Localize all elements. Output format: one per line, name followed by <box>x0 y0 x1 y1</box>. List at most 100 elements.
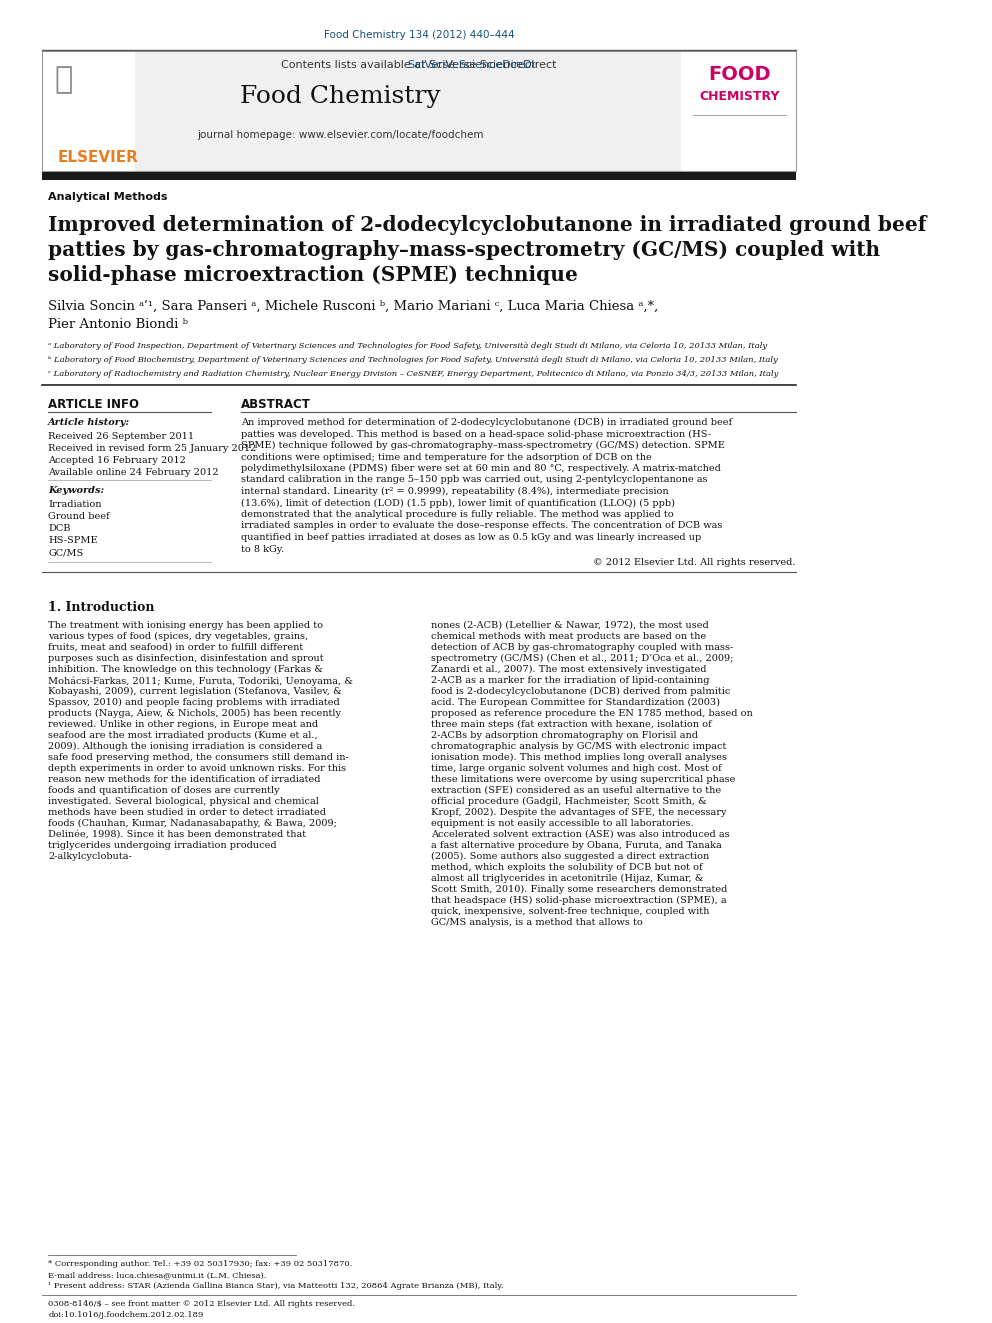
Text: SciVerse ScienceDirect: SciVerse ScienceDirect <box>303 60 536 70</box>
Bar <box>682 52 796 171</box>
Bar <box>682 52 796 171</box>
Text: three main steps (fat extraction with hexane, isolation of: three main steps (fat extraction with he… <box>431 720 711 729</box>
Text: * Corresponding author. Tel.: +39 02 50317930; fax: +39 02 50317870.: * Corresponding author. Tel.: +39 02 503… <box>49 1259 352 1267</box>
Text: patties by gas-chromatography–mass-spectrometry (GC/MS) coupled with: patties by gas-chromatography–mass-spect… <box>49 239 880 261</box>
Text: polydimethylsiloxane (PDMS) fiber were set at 60 min and 80 °C, respectively. A : polydimethylsiloxane (PDMS) fiber were s… <box>241 464 721 474</box>
Text: quantified in beef patties irradiated at doses as low as 0.5 kGy and was linearl: quantified in beef patties irradiated at… <box>241 533 701 542</box>
Text: standard calibration in the range 5–150 ppb was carried out, using 2-pentylcyclo: standard calibration in the range 5–150 … <box>241 475 707 484</box>
Text: Irradiation: Irradiation <box>49 500 101 509</box>
Text: Kobayashi, 2009), current legislation (Stefanova, Vasilev, &: Kobayashi, 2009), current legislation (S… <box>49 687 342 696</box>
Text: irradiated samples in order to evaluate the dose–response effects. The concentra: irradiated samples in order to evaluate … <box>241 521 722 531</box>
Text: Contents lists available at SciVerse ScienceDirect: Contents lists available at SciVerse Sci… <box>282 60 557 70</box>
Text: triglycerides undergoing irradiation produced: triglycerides undergoing irradiation pro… <box>49 841 277 849</box>
Text: ARTICLE INFO: ARTICLE INFO <box>49 398 139 411</box>
Text: investigated. Several biological, physical and chemical: investigated. Several biological, physic… <box>49 796 319 806</box>
Text: methods have been studied in order to detect irradiated: methods have been studied in order to de… <box>49 808 326 818</box>
Text: An improved method for determination of 2-dodecylcyclobutanone (DCB) in irradiat: An improved method for determination of … <box>241 418 732 427</box>
Text: a fast alternative procedure by Obana, Furuta, and Tanaka: a fast alternative procedure by Obana, F… <box>431 841 722 849</box>
Text: patties was developed. This method is based on a head-space solid-phase microext: patties was developed. This method is ba… <box>241 430 711 439</box>
Text: quick, inexpensive, solvent-free technique, coupled with: quick, inexpensive, solvent-free techniq… <box>431 908 709 916</box>
Text: Received in revised form 25 January 2012: Received in revised form 25 January 2012 <box>49 445 257 452</box>
Text: 2-ACB as a marker for the irradiation of lipid-containing: 2-ACB as a marker for the irradiation of… <box>431 676 709 685</box>
Text: Silvia Soncin ᵃʹ¹, Sara Panseri ᵃ, Michele Rusconi ᵇ, Mario Mariani ᶜ, Luca Mari: Silvia Soncin ᵃʹ¹, Sara Panseri ᵃ, Miche… <box>49 300 659 314</box>
Text: official procedure (Gadgil, Hachmeister, Scott Smith, &: official procedure (Gadgil, Hachmeister,… <box>431 796 706 806</box>
Text: inhibition. The knowledge on this technology (Farkas &: inhibition. The knowledge on this techno… <box>49 665 323 675</box>
Text: chromatographic analysis by GC/MS with electronic impact: chromatographic analysis by GC/MS with e… <box>431 742 726 751</box>
Text: foods (Chauhan, Kumar, Nadanasabapathy, & Bawa, 2009;: foods (Chauhan, Kumar, Nadanasabapathy, … <box>49 819 337 828</box>
Text: Analytical Methods: Analytical Methods <box>49 192 168 202</box>
Text: safe food preserving method, the consumers still demand in-: safe food preserving method, the consume… <box>49 753 349 762</box>
Bar <box>43 52 796 171</box>
Text: © 2012 Elsevier Ltd. All rights reserved.: © 2012 Elsevier Ltd. All rights reserved… <box>593 558 796 568</box>
Text: nones (2-ACB) (Letellier & Nawar, 1972), the most used: nones (2-ACB) (Letellier & Nawar, 1972),… <box>431 620 708 630</box>
Text: CHEMISTRY: CHEMISTRY <box>699 90 780 103</box>
Text: Scott Smith, 2010). Finally some researchers demonstrated: Scott Smith, 2010). Finally some researc… <box>431 885 727 894</box>
Text: HS-SPME: HS-SPME <box>49 536 98 545</box>
Text: demonstrated that the analytical procedure is fully reliable. The method was app: demonstrated that the analytical procedu… <box>241 509 674 519</box>
Text: spectrometry (GC/MS) (Chen et al., 2011; D’Oca et al., 2009;: spectrometry (GC/MS) (Chen et al., 2011;… <box>431 654 733 663</box>
Text: Mohácsi-Farkas, 2011; Kume, Furuta, Todoriki, Uenoyama, &: Mohácsi-Farkas, 2011; Kume, Furuta, Todo… <box>49 676 353 685</box>
Text: ᵃ Laboratory of Food Inspection, Department of Veterinary Sciences and Technolog: ᵃ Laboratory of Food Inspection, Departm… <box>49 343 767 351</box>
Text: E-mail address: luca.chiesa@unimi.it (L.M. Chiesa).: E-mail address: luca.chiesa@unimi.it (L.… <box>49 1271 267 1279</box>
Text: foods and quantification of doses are currently: foods and quantification of doses are cu… <box>49 786 280 795</box>
Text: GC/MS analysis, is a method that allows to: GC/MS analysis, is a method that allows … <box>431 918 643 927</box>
Text: 2-ACBs by adsorption chromatography on Florisil and: 2-ACBs by adsorption chromatography on F… <box>431 732 698 740</box>
Text: (13.6%), limit of detection (LOD) (1.5 ppb), lower limit of quantification (LLOQ: (13.6%), limit of detection (LOD) (1.5 p… <box>241 499 675 508</box>
Text: Spassov, 2010) and people facing problems with irradiated: Spassov, 2010) and people facing problem… <box>49 699 340 706</box>
Text: various types of food (spices, dry vegetables, grains,: various types of food (spices, dry veget… <box>49 632 309 642</box>
Text: Zanardi et al., 2007). The most extensively investigated: Zanardi et al., 2007). The most extensiv… <box>431 665 706 675</box>
Text: reason new methods for the identification of irradiated: reason new methods for the identificatio… <box>49 775 320 785</box>
Text: Accelerated solvent extraction (ASE) was also introduced as: Accelerated solvent extraction (ASE) was… <box>431 830 729 839</box>
Text: Article history:: Article history: <box>49 418 130 427</box>
Text: doi:10.1016/j.foodchem.2012.02.189: doi:10.1016/j.foodchem.2012.02.189 <box>49 1311 203 1319</box>
Text: chemical methods with meat products are based on the: chemical methods with meat products are … <box>431 632 706 642</box>
Text: extraction (SFE) considered as an useful alternative to the: extraction (SFE) considered as an useful… <box>431 786 721 795</box>
Text: method, which exploits the solubility of DCB but not of: method, which exploits the solubility of… <box>431 863 702 872</box>
Text: purposes such as disinfection, disinfestation and sprout: purposes such as disinfection, disinfest… <box>49 654 323 663</box>
Text: ELSEVIER: ELSEVIER <box>58 149 138 165</box>
Text: equipment is not easily accessible to all laboratories.: equipment is not easily accessible to al… <box>431 819 693 828</box>
Text: seafood are the most irradiated products (Kume et al.,: seafood are the most irradiated products… <box>49 732 317 740</box>
Text: Kropf, 2002). Despite the advantages of SFE, the necessary: Kropf, 2002). Despite the advantages of … <box>431 808 726 818</box>
Text: journal homepage: www.elsevier.com/locate/foodchem: journal homepage: www.elsevier.com/locat… <box>197 130 484 140</box>
Text: Delinée, 1998). Since it has been demonstrated that: Delinée, 1998). Since it has been demons… <box>49 830 307 839</box>
Text: conditions were optimised; time and temperature for the adsorption of DCB on the: conditions were optimised; time and temp… <box>241 452 652 462</box>
Text: Improved determination of 2-dodecylcyclobutanone in irradiated ground beef: Improved determination of 2-dodecylcyclo… <box>49 216 927 235</box>
Text: Ground beef: Ground beef <box>49 512 110 521</box>
Text: almost all triglycerides in acetonitrile (Hijaz, Kumar, &: almost all triglycerides in acetonitrile… <box>431 875 703 884</box>
Text: GC/MS: GC/MS <box>49 548 83 557</box>
Bar <box>43 172 796 180</box>
Bar <box>43 52 682 171</box>
Text: 2-alkylcyclobuta-: 2-alkylcyclobuta- <box>49 852 132 861</box>
Text: 2009). Although the ionising irradiation is considered a: 2009). Although the ionising irradiation… <box>49 742 322 751</box>
Text: Food Chemistry 134 (2012) 440–444: Food Chemistry 134 (2012) 440–444 <box>323 30 515 40</box>
Text: FOOD: FOOD <box>708 65 771 83</box>
Text: ABSTRACT: ABSTRACT <box>241 398 310 411</box>
Bar <box>43 52 135 171</box>
Text: 0308-8146/$ – see front matter © 2012 Elsevier Ltd. All rights reserved.: 0308-8146/$ – see front matter © 2012 El… <box>49 1301 355 1308</box>
Text: 🌳: 🌳 <box>55 65 73 94</box>
Text: to 8 kGy.: to 8 kGy. <box>241 545 284 553</box>
Text: Received 26 September 2011: Received 26 September 2011 <box>49 433 194 441</box>
Text: Keywords:: Keywords: <box>49 486 104 495</box>
Text: these limitations were overcome by using supercritical phase: these limitations were overcome by using… <box>431 775 735 785</box>
Text: Available online 24 February 2012: Available online 24 February 2012 <box>49 468 219 478</box>
Text: Pier Antonio Biondi ᵇ: Pier Antonio Biondi ᵇ <box>49 318 188 331</box>
Text: internal standard. Linearity (r² = 0.9999), repeatability (8.4%), intermediate p: internal standard. Linearity (r² = 0.999… <box>241 487 669 496</box>
Text: The treatment with ionising energy has been applied to: The treatment with ionising energy has b… <box>49 620 323 630</box>
Text: time, large organic solvent volumes and high cost. Most of: time, large organic solvent volumes and … <box>431 763 721 773</box>
Text: food is 2-dodecylcyclobutanone (DCB) derived from palmitic: food is 2-dodecylcyclobutanone (DCB) der… <box>431 687 730 696</box>
Text: fruits, meat and seafood) in order to fulfill different: fruits, meat and seafood) in order to fu… <box>49 643 304 652</box>
Text: acid. The European Committee for Standardization (2003): acid. The European Committee for Standar… <box>431 699 720 706</box>
Text: depth experiments in order to avoid unknown risks. For this: depth experiments in order to avoid unkn… <box>49 763 346 773</box>
Text: ᶜ Laboratory of Radiochemistry and Radiation Chemistry, Nuclear Energy Division : ᶜ Laboratory of Radiochemistry and Radia… <box>49 370 779 378</box>
Text: Food Chemistry: Food Chemistry <box>240 85 440 108</box>
Text: products (Nayga, Aiew, & Nichols, 2005) has been recently: products (Nayga, Aiew, & Nichols, 2005) … <box>49 709 341 718</box>
Text: DCB: DCB <box>49 524 70 533</box>
Text: 1. Introduction: 1. Introduction <box>49 601 155 614</box>
Text: SPME) technique followed by gas-chromatography–mass-spectrometry (GC/MS) detecti: SPME) technique followed by gas-chromato… <box>241 441 725 450</box>
Text: ¹ Present address: STAR (Azienda Gallina Bianca Star), via Matteotti 132, 20864 : ¹ Present address: STAR (Azienda Gallina… <box>49 1282 504 1290</box>
Text: ᵇ Laboratory of Food Biochemistry, Department of Veterinary Sciences and Technol: ᵇ Laboratory of Food Biochemistry, Depar… <box>49 356 778 364</box>
Text: reviewed. Unlike in other regions, in Europe meat and: reviewed. Unlike in other regions, in Eu… <box>49 720 318 729</box>
Text: detection of ACB by gas-chromatography coupled with mass-: detection of ACB by gas-chromatography c… <box>431 643 733 652</box>
